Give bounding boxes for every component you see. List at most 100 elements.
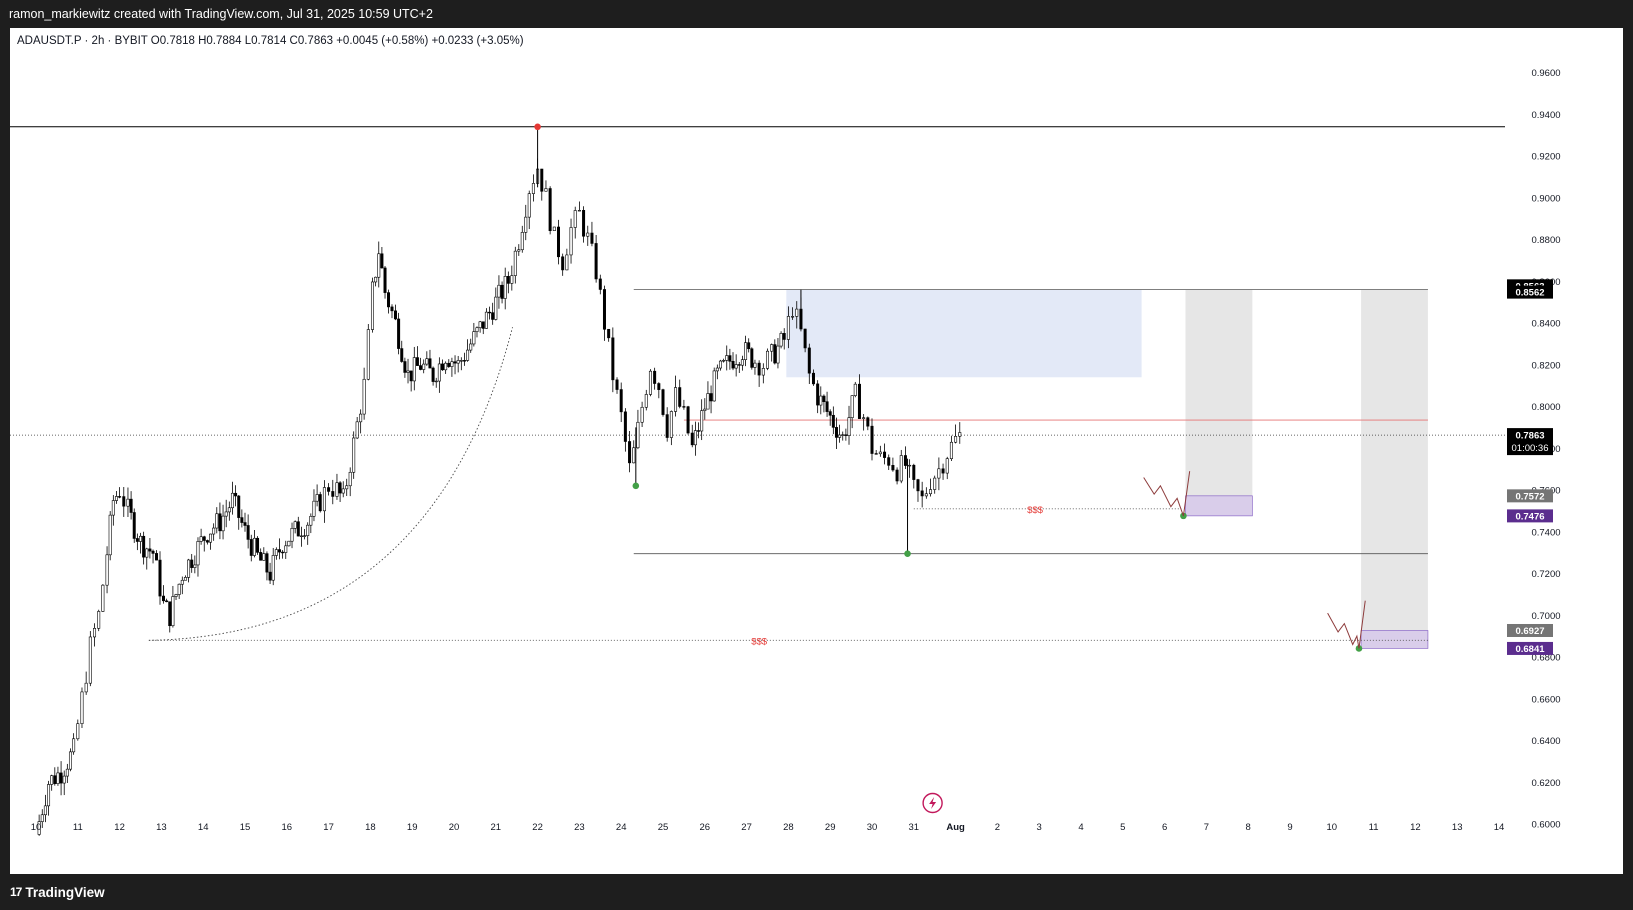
candle bbox=[318, 491, 322, 513]
candle bbox=[891, 457, 895, 472]
candle bbox=[503, 267, 507, 310]
candle-body bbox=[850, 395, 854, 418]
candle bbox=[68, 748, 72, 772]
candle-body bbox=[706, 393, 710, 410]
candle-body bbox=[556, 226, 560, 258]
candle bbox=[770, 343, 774, 362]
candle-body bbox=[412, 357, 416, 382]
x-tick-label: 26 bbox=[700, 822, 711, 833]
price-badge-entry2-grey: 0.6927 bbox=[1507, 623, 1553, 637]
candle-body bbox=[475, 327, 479, 332]
candle bbox=[750, 347, 754, 370]
chart-frame[interactable]: $$$ $$$ 0.6000 0.6200 0.6400 0.6600 0.6800 0.7… bbox=[10, 28, 1623, 874]
candle-body bbox=[142, 535, 146, 558]
candle-body bbox=[50, 775, 54, 785]
candle bbox=[218, 502, 222, 540]
candle-body bbox=[271, 555, 275, 581]
tradingview-logo[interactable]: 17 TradingView bbox=[10, 885, 105, 900]
candle-body bbox=[669, 411, 673, 438]
candle bbox=[43, 794, 47, 823]
candle bbox=[527, 190, 531, 230]
candle bbox=[315, 484, 319, 507]
candle-body bbox=[345, 485, 349, 490]
candle-body bbox=[237, 495, 241, 518]
x-tick-label: 10 bbox=[31, 822, 42, 833]
candle-body bbox=[450, 361, 454, 367]
candle bbox=[665, 407, 669, 442]
candle bbox=[582, 206, 586, 243]
candle bbox=[895, 467, 899, 485]
candle-body bbox=[731, 360, 735, 369]
candle-body bbox=[105, 554, 109, 586]
candle bbox=[327, 483, 331, 496]
candle-body bbox=[259, 552, 263, 561]
candle bbox=[628, 431, 632, 473]
candle-body bbox=[155, 553, 159, 561]
candle-body bbox=[171, 596, 175, 627]
price-badge-current-bg bbox=[1507, 428, 1553, 456]
candle-body bbox=[838, 434, 842, 438]
candle bbox=[199, 528, 203, 545]
candle-body bbox=[834, 427, 838, 438]
candle-body bbox=[196, 541, 200, 566]
candle-body bbox=[924, 493, 928, 497]
candle bbox=[725, 345, 729, 371]
price-badge-zone-b-text: 0.8562 bbox=[1515, 288, 1544, 299]
candle bbox=[744, 335, 748, 367]
candle bbox=[706, 381, 710, 410]
candle bbox=[37, 814, 41, 836]
candle-body bbox=[72, 738, 76, 753]
candle bbox=[122, 486, 126, 517]
candle bbox=[693, 421, 697, 456]
candle bbox=[171, 585, 175, 628]
candle bbox=[84, 671, 88, 695]
candle bbox=[657, 382, 661, 399]
candle-body bbox=[497, 284, 501, 298]
candle bbox=[142, 531, 146, 565]
candle-body bbox=[709, 393, 713, 402]
candle bbox=[348, 467, 352, 497]
candle bbox=[139, 532, 143, 554]
candle bbox=[866, 416, 870, 431]
zigzag-projection-2 bbox=[1327, 600, 1366, 649]
y-tick-label: 0.9200 bbox=[1531, 152, 1560, 163]
candle-body bbox=[628, 441, 632, 464]
candle-body bbox=[209, 533, 213, 543]
candle bbox=[76, 719, 80, 741]
x-tick-label: 21 bbox=[491, 822, 502, 833]
candle bbox=[697, 422, 701, 439]
candle-body bbox=[306, 524, 310, 537]
candle-body bbox=[506, 275, 510, 284]
candle bbox=[383, 265, 387, 299]
candle bbox=[475, 326, 479, 338]
candle bbox=[252, 529, 256, 558]
lightning-icon[interactable] bbox=[922, 792, 943, 814]
candle-body bbox=[644, 394, 648, 408]
candle-body bbox=[619, 389, 623, 413]
candle-body bbox=[665, 414, 669, 438]
candle bbox=[62, 770, 66, 796]
candle bbox=[274, 547, 278, 560]
candle-body bbox=[488, 311, 492, 314]
candle bbox=[481, 321, 485, 335]
candle bbox=[887, 454, 891, 470]
candle-body bbox=[598, 278, 602, 290]
candle-body bbox=[795, 308, 799, 317]
x-tick-label: 4 bbox=[1078, 822, 1083, 833]
candle-body bbox=[916, 479, 920, 492]
candle-body bbox=[377, 253, 381, 278]
candle bbox=[190, 553, 194, 573]
footer: 17 TradingView bbox=[0, 874, 1633, 910]
candle-body bbox=[703, 408, 707, 411]
y-tick-label: 0.6000 bbox=[1531, 820, 1560, 831]
candle bbox=[374, 276, 378, 287]
candle bbox=[838, 424, 842, 443]
candle-body bbox=[122, 496, 126, 507]
candle bbox=[345, 478, 349, 496]
candle-body bbox=[318, 494, 322, 512]
candle bbox=[412, 346, 416, 391]
candlestick-chart[interactable]: $$$ $$$ 0.6000 0.6200 0.6400 0.6600 0.6800 0.7… bbox=[10, 28, 1623, 874]
candle-body bbox=[728, 355, 732, 362]
candle-body bbox=[97, 611, 101, 629]
candle-body bbox=[303, 535, 307, 537]
